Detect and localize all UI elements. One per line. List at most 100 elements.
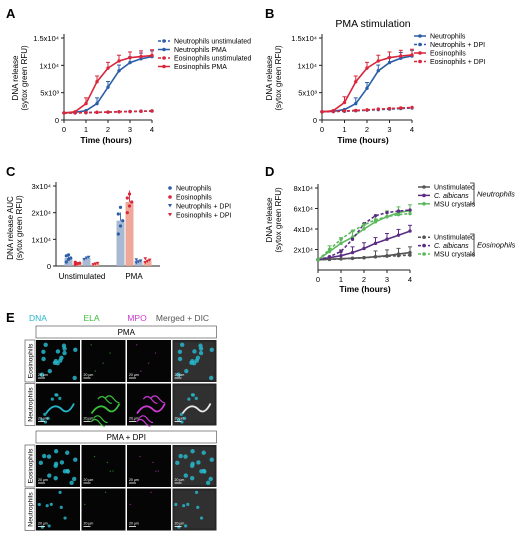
x-tick-label: 4 bbox=[410, 125, 414, 134]
bar bbox=[82, 258, 91, 266]
nucleus-blob bbox=[58, 358, 63, 363]
data-point bbox=[376, 59, 380, 63]
nucleus-blob bbox=[191, 393, 195, 397]
micrograph-tile bbox=[81, 488, 126, 531]
nucleus-blob bbox=[208, 476, 213, 482]
data-point bbox=[373, 213, 378, 218]
x-axis-label-a: Time (hours) bbox=[80, 135, 131, 145]
nucleus-blob bbox=[43, 420, 48, 424]
data-point bbox=[150, 109, 154, 113]
data-point bbox=[106, 66, 110, 70]
nucleus-blob bbox=[175, 460, 180, 466]
granule-dot bbox=[94, 370, 97, 372]
data-point bbox=[342, 100, 347, 105]
data-point bbox=[350, 229, 355, 233]
data-point bbox=[139, 109, 143, 113]
legend-label: Eosinophils bbox=[176, 195, 212, 202]
micrograph-tile bbox=[81, 445, 126, 487]
scale-label: 20 µm bbox=[175, 478, 185, 482]
scale-label: 20 µm bbox=[129, 522, 139, 526]
column-header: MPO bbox=[127, 313, 147, 323]
net-fiber bbox=[93, 415, 108, 424]
nucleus-blob bbox=[46, 416, 50, 420]
granule-dot bbox=[147, 362, 150, 364]
row-label-box bbox=[24, 444, 36, 488]
granule-dot bbox=[109, 352, 111, 354]
data-point bbox=[354, 101, 358, 106]
legend-label: Neutrophils PMA bbox=[174, 47, 227, 54]
nucleus-blob bbox=[192, 349, 197, 354]
data-point bbox=[91, 263, 96, 267]
data-point bbox=[365, 108, 369, 112]
legend-label: Neutrophils + DPI bbox=[430, 42, 485, 49]
data-point bbox=[385, 215, 389, 219]
data-point bbox=[365, 66, 369, 70]
y-tick-label: 5x10³ bbox=[40, 89, 59, 98]
nucleus-blob bbox=[49, 502, 53, 506]
nucleus-blob bbox=[190, 449, 195, 454]
column-header: ELA bbox=[83, 313, 99, 323]
data-point bbox=[399, 54, 403, 58]
nucleus-blob bbox=[37, 502, 41, 507]
data-point bbox=[408, 250, 412, 255]
dic-texture bbox=[174, 447, 215, 485]
group-bracket bbox=[470, 182, 475, 205]
y-tick-label: 2x10⁴ bbox=[32, 209, 52, 218]
nucleus-blob bbox=[186, 502, 190, 506]
x-tick-label: 0 bbox=[320, 125, 324, 134]
granule-dot bbox=[106, 461, 109, 464]
nucleus-blob bbox=[177, 356, 183, 362]
scale-label: 20 µm bbox=[84, 417, 94, 421]
granule-dot bbox=[102, 362, 104, 364]
legend-marker bbox=[418, 42, 422, 47]
micrograph-tile bbox=[36, 488, 80, 531]
legend-label: Eosinophils PMA bbox=[174, 64, 227, 71]
legend-label: MSU crystals bbox=[434, 201, 476, 208]
x-tick-label: Unstimulated bbox=[59, 272, 106, 281]
nucleus-blob bbox=[176, 418, 181, 422]
data-point bbox=[128, 60, 132, 65]
nucleus-blob bbox=[182, 416, 187, 420]
data-point bbox=[130, 200, 134, 204]
granule-dot bbox=[84, 503, 86, 506]
chart-title-b: PMA stimulation bbox=[335, 18, 410, 30]
nucleus-blob bbox=[47, 473, 52, 478]
nucleus-blob bbox=[65, 468, 70, 474]
micrograph-tile bbox=[127, 445, 171, 487]
y-tick-label: 1x10⁴ bbox=[298, 61, 318, 70]
legend-marker bbox=[422, 235, 426, 239]
nucleus-blob bbox=[53, 461, 59, 467]
nucleus-blob bbox=[50, 397, 54, 401]
data-point bbox=[339, 249, 343, 254]
nucleus-blob bbox=[194, 358, 199, 363]
y-tick-label: 8x10⁴ bbox=[294, 184, 314, 193]
granule-dot bbox=[135, 344, 138, 346]
data-point bbox=[138, 259, 143, 263]
net-fiber bbox=[104, 395, 120, 404]
data-point bbox=[339, 253, 343, 258]
x-tick-label: 3 bbox=[385, 275, 389, 284]
panel-b-chart: B PMA stimulation DNA release (sytox gre… bbox=[265, 6, 486, 145]
panel-label-a: A bbox=[6, 6, 16, 21]
nucleus-blob bbox=[179, 412, 183, 416]
nucleus-blob bbox=[73, 457, 78, 462]
micrograph-tile bbox=[127, 488, 171, 531]
scale-label: 20 µm bbox=[38, 417, 48, 421]
legend-label: Neutrophils + DPI bbox=[176, 204, 231, 211]
x-tick-label: 1 bbox=[342, 125, 346, 134]
legend-marker bbox=[418, 34, 422, 38]
series-line bbox=[317, 209, 411, 261]
data-point bbox=[121, 219, 125, 223]
data-point bbox=[84, 101, 88, 106]
nucleus-blob bbox=[182, 504, 186, 508]
legend-label: MSU crystals bbox=[434, 252, 476, 259]
data-point bbox=[69, 256, 73, 260]
data-point bbox=[396, 253, 401, 258]
nucleus-blob bbox=[201, 468, 207, 474]
scale-label: 20 µm bbox=[38, 522, 48, 526]
data-point bbox=[339, 257, 343, 261]
scale-label: 20 µm bbox=[175, 417, 185, 421]
nucleus-blob bbox=[38, 460, 44, 466]
data-point bbox=[350, 250, 355, 255]
